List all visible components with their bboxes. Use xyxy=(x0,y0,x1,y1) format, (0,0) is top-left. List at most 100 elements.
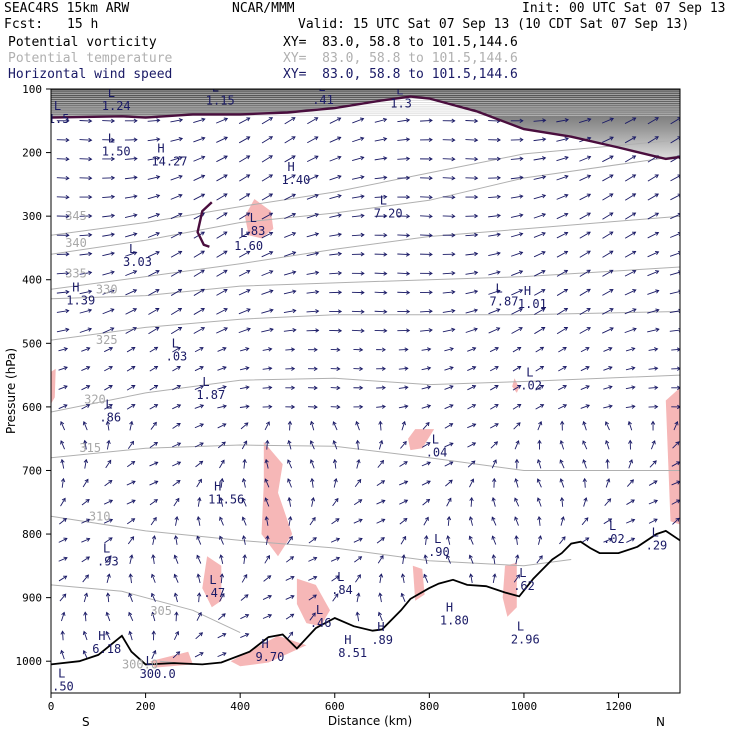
wind-arrowhead xyxy=(177,307,183,312)
wind-arrowhead xyxy=(654,231,660,236)
wind-arrowhead xyxy=(606,478,611,483)
wind-vector xyxy=(107,421,110,431)
wind-arrowhead xyxy=(653,518,658,523)
wind-arrowhead xyxy=(428,195,433,200)
wind-arrowhead xyxy=(582,477,587,483)
wind-vector xyxy=(308,576,317,581)
wind-arrowhead xyxy=(61,611,66,616)
wind-vector xyxy=(374,118,387,123)
wind-vector xyxy=(467,423,476,429)
wind-arrowhead xyxy=(133,175,138,180)
wind-vector xyxy=(421,348,431,351)
wind-arrowhead xyxy=(133,213,138,218)
wind-arrowhead xyxy=(675,517,680,522)
wind-vector xyxy=(533,176,546,180)
wind-arrowhead xyxy=(106,439,111,445)
wind-vector xyxy=(306,271,319,275)
wind-vector xyxy=(469,536,474,545)
wind-vector xyxy=(147,232,160,238)
x-tick-label: 400 xyxy=(230,700,250,713)
wind-arrowhead xyxy=(287,439,292,445)
wind-arrowhead xyxy=(86,346,91,352)
wind-arrowhead xyxy=(654,366,659,371)
wind-arrowhead xyxy=(196,535,201,540)
y-tick-label: 200 xyxy=(22,147,42,160)
wind-vector xyxy=(306,291,319,294)
wind-arrowhead xyxy=(383,252,388,257)
extremum-marker: H xyxy=(72,281,79,295)
wind-vector xyxy=(444,348,454,352)
wind-vector xyxy=(217,366,227,371)
wind-arrowhead xyxy=(110,289,115,294)
wind-arrowhead xyxy=(587,117,592,123)
wind-vector xyxy=(648,480,658,486)
wind-vector xyxy=(533,138,546,142)
wind-arrowhead xyxy=(559,478,564,483)
wind-vector xyxy=(194,652,204,658)
wind-vector xyxy=(444,442,454,448)
wind-vector xyxy=(152,535,156,545)
wind-arrowhead xyxy=(246,174,251,179)
wind-vector xyxy=(79,290,92,295)
wind-arrowhead xyxy=(404,366,409,371)
wind-arrowhead xyxy=(609,288,614,293)
wind-arrowhead xyxy=(332,421,337,426)
wind-vector xyxy=(194,404,204,409)
extremum-value: 1.15 xyxy=(206,93,235,107)
x-tick-label: 1200 xyxy=(605,700,632,713)
wind-arrowhead xyxy=(426,461,432,466)
wind-arrowhead xyxy=(586,250,591,255)
extremum-value: .89 xyxy=(371,633,393,647)
wind-vector xyxy=(442,310,455,313)
wind-vector xyxy=(149,346,158,353)
wind-arrowhead xyxy=(155,231,161,237)
wind-arrowhead xyxy=(359,366,364,371)
extremum-marker: H xyxy=(344,633,351,647)
wind-vector xyxy=(648,500,658,505)
wind-vector xyxy=(399,499,408,505)
extremum-marker: L xyxy=(652,525,659,539)
wind-arrowhead xyxy=(336,404,341,410)
wind-arrowhead xyxy=(292,289,297,294)
wind-arrowhead xyxy=(609,308,614,312)
wind-arrowhead xyxy=(176,651,181,656)
extremum-value: .29 xyxy=(646,538,668,552)
wind-arrowhead xyxy=(654,136,659,141)
wind-vector xyxy=(174,593,178,603)
theta-label: 310 xyxy=(89,509,111,523)
wind-vector xyxy=(624,251,636,258)
wind-vector xyxy=(147,138,160,142)
wind-arrowhead xyxy=(632,250,637,255)
wind-vector xyxy=(421,461,431,467)
wind-arrowhead xyxy=(536,497,541,502)
wind-arrowhead xyxy=(356,592,361,597)
wind-vector xyxy=(536,555,543,564)
wind-arrowhead xyxy=(608,346,613,352)
wind-arrowhead xyxy=(404,385,409,390)
wind-vector xyxy=(174,574,179,583)
wind-arrowhead xyxy=(583,497,588,502)
wind-arrowhead xyxy=(245,404,250,409)
wind-arrowhead xyxy=(82,650,87,655)
wind-vector xyxy=(83,650,88,660)
wind-arrowhead xyxy=(313,347,318,352)
wind-vector xyxy=(334,459,337,469)
wind-arrowhead xyxy=(473,289,479,294)
wind-vector xyxy=(102,308,114,315)
wind-arrowhead xyxy=(424,535,429,540)
wind-arrowhead xyxy=(131,460,136,465)
wind-vector xyxy=(647,309,659,314)
wind-arrowhead xyxy=(133,137,138,142)
wind-vector xyxy=(377,460,384,468)
wind-arrowhead xyxy=(448,479,453,484)
wind-vector xyxy=(104,366,113,372)
wind-arrowhead xyxy=(449,404,454,409)
wind-arrowhead xyxy=(559,496,565,502)
wind-arrowhead xyxy=(337,328,343,333)
wind-arrowhead xyxy=(88,118,93,124)
wind-arrowhead xyxy=(380,537,385,542)
wind-vector xyxy=(355,421,360,431)
wind-arrowhead xyxy=(564,193,569,198)
wind-arrowhead xyxy=(129,554,134,559)
wind-vector xyxy=(556,194,568,200)
